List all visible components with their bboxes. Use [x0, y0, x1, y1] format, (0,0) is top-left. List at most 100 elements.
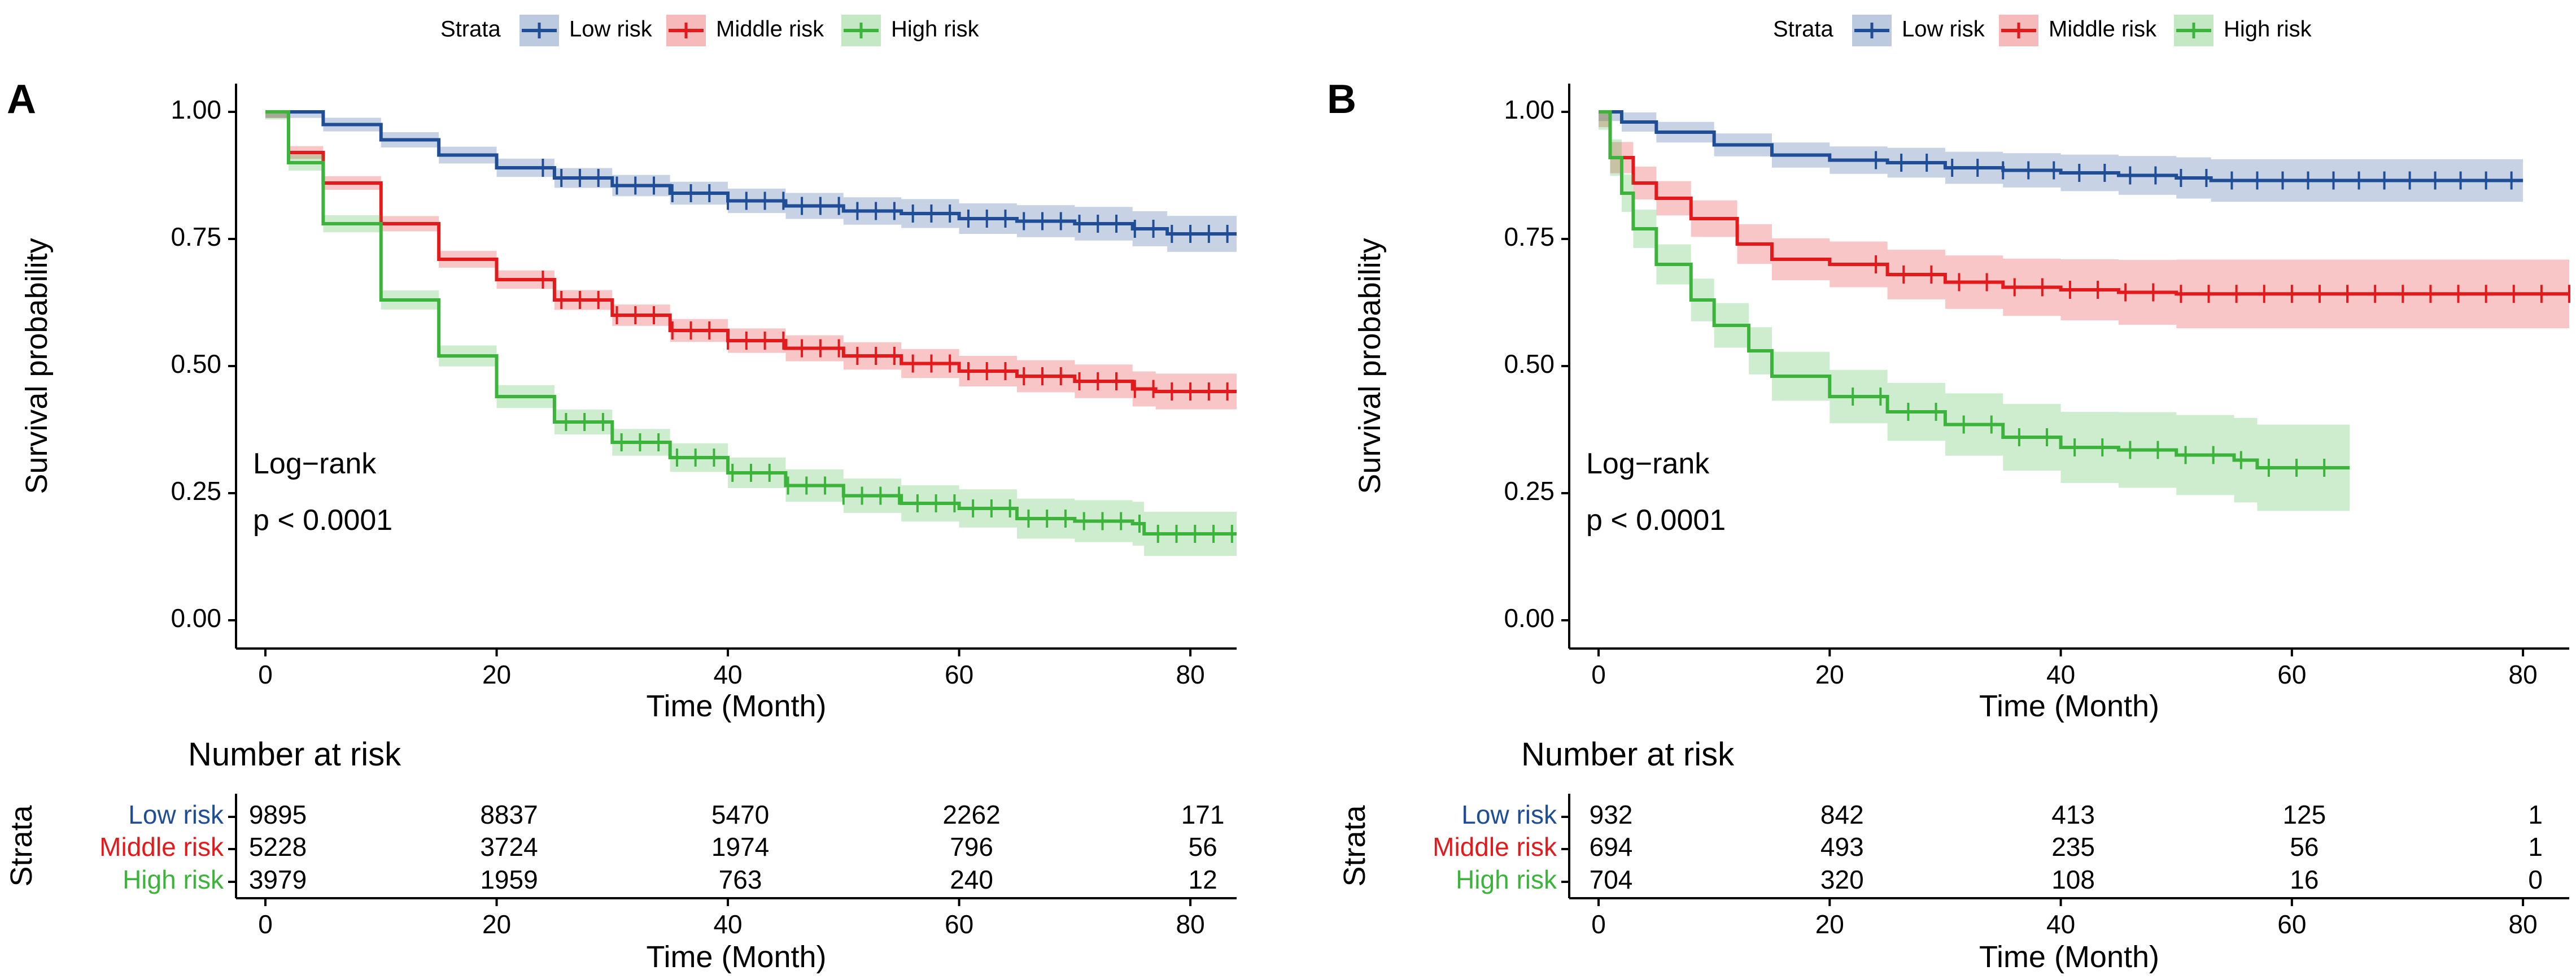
- risk-value: 5470: [711, 800, 769, 829]
- risk-value: 1959: [480, 865, 538, 894]
- survival-curve-high: [1599, 110, 2350, 469]
- risk-table-title: Number at risk: [1521, 736, 1735, 773]
- risk-value: 842: [1820, 800, 1864, 829]
- y-tick-label: 1.00: [1504, 95, 1555, 124]
- risk-value: 171: [1181, 800, 1225, 829]
- x-tick-label: 0: [1591, 660, 1606, 689]
- risk-value: 56: [1189, 832, 1217, 861]
- panel-b: B Strata Low risk Middle risk High risk 0.00 0…: [1327, 15, 2570, 974]
- risk-x-tick-label: 0: [258, 910, 273, 939]
- risk-x-axis-label: Time (Month): [646, 940, 826, 974]
- confidence-band-low: [1599, 112, 2523, 208]
- risk-value: 12: [1189, 865, 1217, 894]
- legend-title: Strata: [1773, 17, 1833, 42]
- risk-value: 493: [1820, 832, 1864, 861]
- risk-value: 240: [950, 865, 993, 894]
- risk-value: 9895: [249, 800, 307, 829]
- risk-value: 763: [719, 865, 762, 894]
- y-axis-label: Survival probability: [1353, 238, 1387, 494]
- legend-title: Strata: [440, 17, 501, 42]
- risk-x-tick-label: 20: [1815, 910, 1844, 939]
- risk-value: 235: [2051, 832, 2095, 861]
- risk-x-tick-label: 80: [1176, 910, 1205, 939]
- x-axis-label: Time (Month): [1979, 689, 2159, 723]
- panel-label: A: [7, 77, 36, 122]
- x-tick-label: 80: [2509, 660, 2538, 689]
- legend-label-low: Low risk: [1902, 17, 1985, 42]
- risk-table-strata-label: Strata: [1338, 805, 1372, 887]
- legend: Strata Low risk Middle risk High risk: [1773, 15, 2312, 46]
- logrank-label: Log−rank: [1586, 447, 1710, 480]
- risk-value: 413: [2051, 800, 2095, 829]
- legend: Strata Low risk Middle risk High risk: [440, 15, 980, 46]
- risk-x-tick-label: 0: [1591, 910, 1606, 939]
- confidence-band-high: [1599, 112, 2350, 515]
- risk-x-tick-label: 40: [2046, 910, 2075, 939]
- risk-value: 3979: [249, 865, 307, 894]
- risk-value: 704: [1590, 865, 1633, 894]
- x-tick-label: 60: [945, 660, 973, 689]
- y-axis-label: Survival probability: [20, 238, 54, 494]
- confidence-band-middle: [1599, 112, 2569, 341]
- y-tick-label: 0.75: [1504, 222, 1555, 251]
- risk-value: 1: [2528, 832, 2543, 861]
- risk-x-tick-label: 80: [2509, 910, 2538, 939]
- risk-value: 16: [2290, 865, 2319, 894]
- risk-table-title: Number at risk: [188, 736, 401, 773]
- confidence-band-middle: [265, 112, 1237, 411]
- survival-curve-high: [265, 110, 1237, 536]
- risk-x-tick-label: 20: [482, 910, 511, 939]
- risk-value: 0: [2528, 865, 2543, 894]
- y-tick-label: 0.00: [1504, 603, 1555, 633]
- logrank-label: Log−rank: [253, 447, 377, 480]
- risk-x-axis-label: Time (Month): [1979, 940, 2159, 974]
- legend-label-high: High risk: [2224, 17, 2312, 42]
- risk-row-label-middle: Middle risk: [1433, 832, 1557, 861]
- risk-x-tick-label: 40: [713, 910, 742, 939]
- x-tick-label: 40: [2046, 660, 2075, 689]
- risk-table-strata-label: Strata: [5, 805, 38, 887]
- x-tick-label: 40: [713, 660, 742, 689]
- survival-curve-middle: [1599, 110, 2569, 296]
- y-tick-label: 0.25: [171, 476, 221, 506]
- risk-value: 2262: [942, 800, 1000, 829]
- x-tick-label: 20: [482, 660, 511, 689]
- x-tick-label: 60: [2277, 660, 2306, 689]
- risk-value: 5228: [249, 832, 307, 861]
- risk-row-label-low: Low risk: [128, 800, 224, 829]
- risk-value: 108: [2051, 865, 2095, 894]
- x-tick-label: 0: [258, 660, 273, 689]
- risk-value: 320: [1820, 865, 1864, 894]
- risk-value: 3724: [480, 832, 538, 861]
- legend-label-low: Low risk: [569, 17, 653, 42]
- survival-curve-low: [1599, 110, 2523, 182]
- risk-value: 932: [1590, 800, 1633, 829]
- p-value-label: p < 0.0001: [1586, 504, 1726, 537]
- legend-label-middle: Middle risk: [2049, 17, 2157, 42]
- risk-x-tick-label: 60: [2277, 910, 2306, 939]
- x-axis-label: Time (Month): [646, 689, 826, 723]
- survival-curve-low: [265, 110, 1237, 236]
- risk-row-label-high: High risk: [1456, 865, 1557, 894]
- y-tick-label: 0.75: [171, 222, 221, 251]
- x-tick-label: 80: [1176, 660, 1205, 689]
- risk-value: 125: [2282, 800, 2326, 829]
- risk-x-tick-label: 60: [945, 910, 973, 939]
- risk-row-label-low: Low risk: [1461, 800, 1557, 829]
- y-tick-label: 0.50: [1504, 349, 1555, 378]
- y-tick-label: 0.50: [171, 349, 221, 378]
- risk-value: 56: [2290, 832, 2319, 861]
- x-tick-label: 20: [1815, 660, 1844, 689]
- risk-row-label-middle: Middle risk: [99, 832, 224, 861]
- panel-a: A Strata Low risk Middle risk High risk 0.00 0…: [5, 15, 1237, 974]
- risk-value: 796: [950, 832, 993, 861]
- y-tick-label: 0.00: [171, 603, 221, 633]
- p-value-label: p < 0.0001: [253, 504, 392, 537]
- risk-value: 694: [1590, 832, 1633, 861]
- y-tick-label: 1.00: [171, 95, 221, 124]
- risk-value: 1974: [711, 832, 769, 861]
- panel-label: B: [1327, 77, 1356, 122]
- legend-label-high: High risk: [891, 17, 980, 42]
- legend-label-middle: Middle risk: [716, 17, 824, 42]
